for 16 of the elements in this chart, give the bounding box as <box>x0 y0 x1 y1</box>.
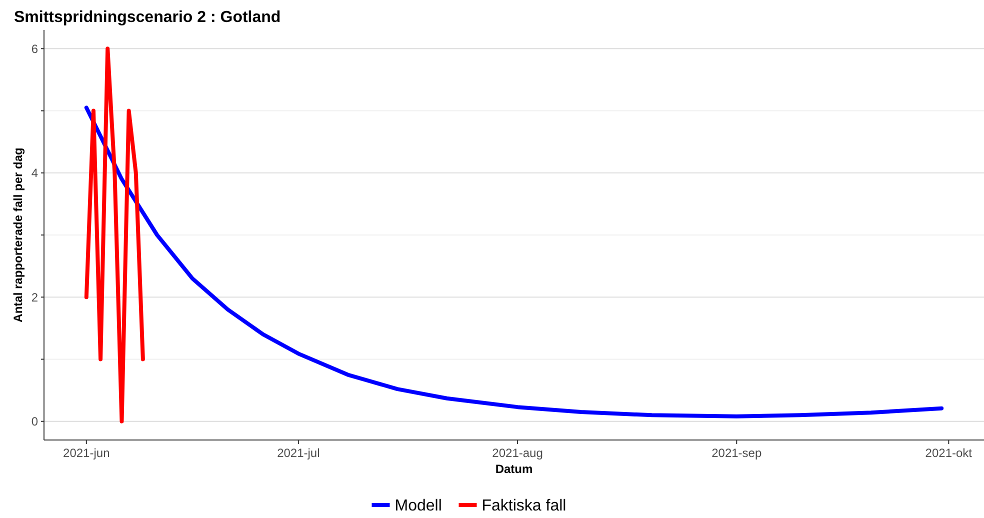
y-tick-label: 0 <box>31 414 38 429</box>
y-tick-label: 4 <box>31 166 38 180</box>
x-tick-label: 2021-sep <box>712 446 762 460</box>
y-tick-label: 6 <box>31 42 38 56</box>
line-series <box>84 46 145 424</box>
x-tick-label: 2021-jul <box>277 446 320 460</box>
x-tick-label: 2021-okt <box>925 446 973 460</box>
legend-label: Faktiska fall <box>482 498 566 515</box>
line-series <box>84 106 944 418</box>
legend-label: Modell <box>394 498 442 515</box>
x-tick-label: 2021-jun <box>63 446 110 460</box>
chart-title: Smittspridningscenario 2 : Gotland <box>14 9 281 26</box>
y-axis-title: Antal rapporterade fall per dag <box>11 148 25 322</box>
x-tick-label: 2021-aug <box>492 446 543 460</box>
x-axis-title: Datum <box>495 462 533 476</box>
y-tick-label: 2 <box>31 290 38 304</box>
